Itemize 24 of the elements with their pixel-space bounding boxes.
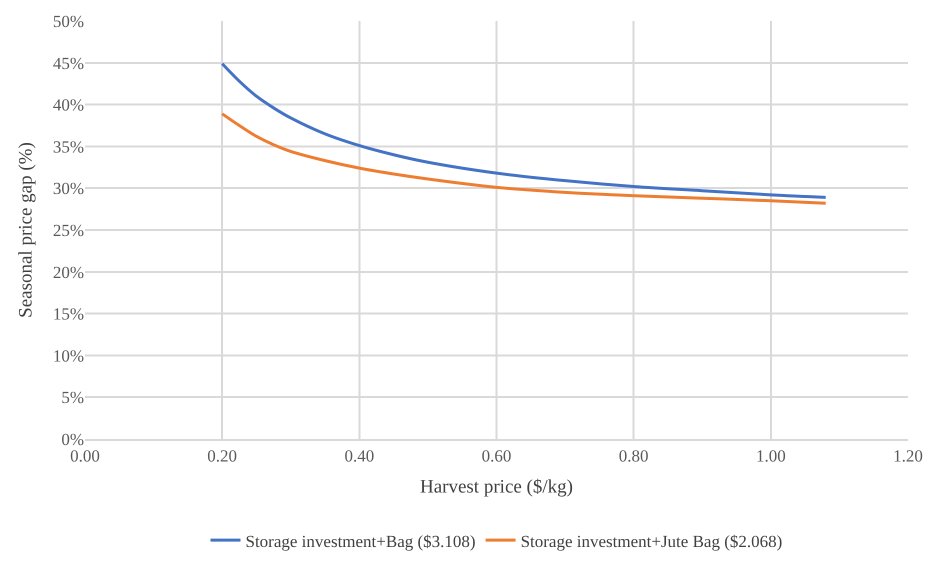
y-tick-label: 30% xyxy=(52,179,84,198)
x-tick-label: 0.80 xyxy=(618,446,649,466)
y-tick-label: 40% xyxy=(52,96,84,115)
line-series xyxy=(220,112,828,205)
y-axis-title: Seasonal price gap (%) xyxy=(16,142,37,318)
y-tick-label: 35% xyxy=(52,137,84,156)
y-tick-label: 10% xyxy=(52,346,84,366)
x-tick-label: 0.60 xyxy=(482,446,512,466)
y-tick-label: 5% xyxy=(61,388,84,408)
line-series xyxy=(220,62,828,199)
x-tick-label: 0.40 xyxy=(344,446,374,466)
x-tick-label: 1.00 xyxy=(756,446,786,466)
y-tick-label: 25% xyxy=(52,220,84,240)
y-tick-label: 50% xyxy=(52,12,84,31)
x-tick-label: 1.20 xyxy=(893,446,923,466)
y-tick-label: 15% xyxy=(52,304,84,324)
x-tick-label: 0.20 xyxy=(207,446,238,466)
x-axis-title: Harvest price ($/kg) xyxy=(420,476,573,498)
y-tick-label: 45% xyxy=(52,54,84,73)
y-tick-label: 0% xyxy=(61,430,84,449)
y-tick-label: 20% xyxy=(52,262,84,282)
legend-label: Storage investment+Bag ($3.108) xyxy=(246,532,476,551)
legend-label: Storage investment+Jute Bag ($2.068) xyxy=(520,532,782,551)
x-tick-label: 0.00 xyxy=(70,446,100,466)
